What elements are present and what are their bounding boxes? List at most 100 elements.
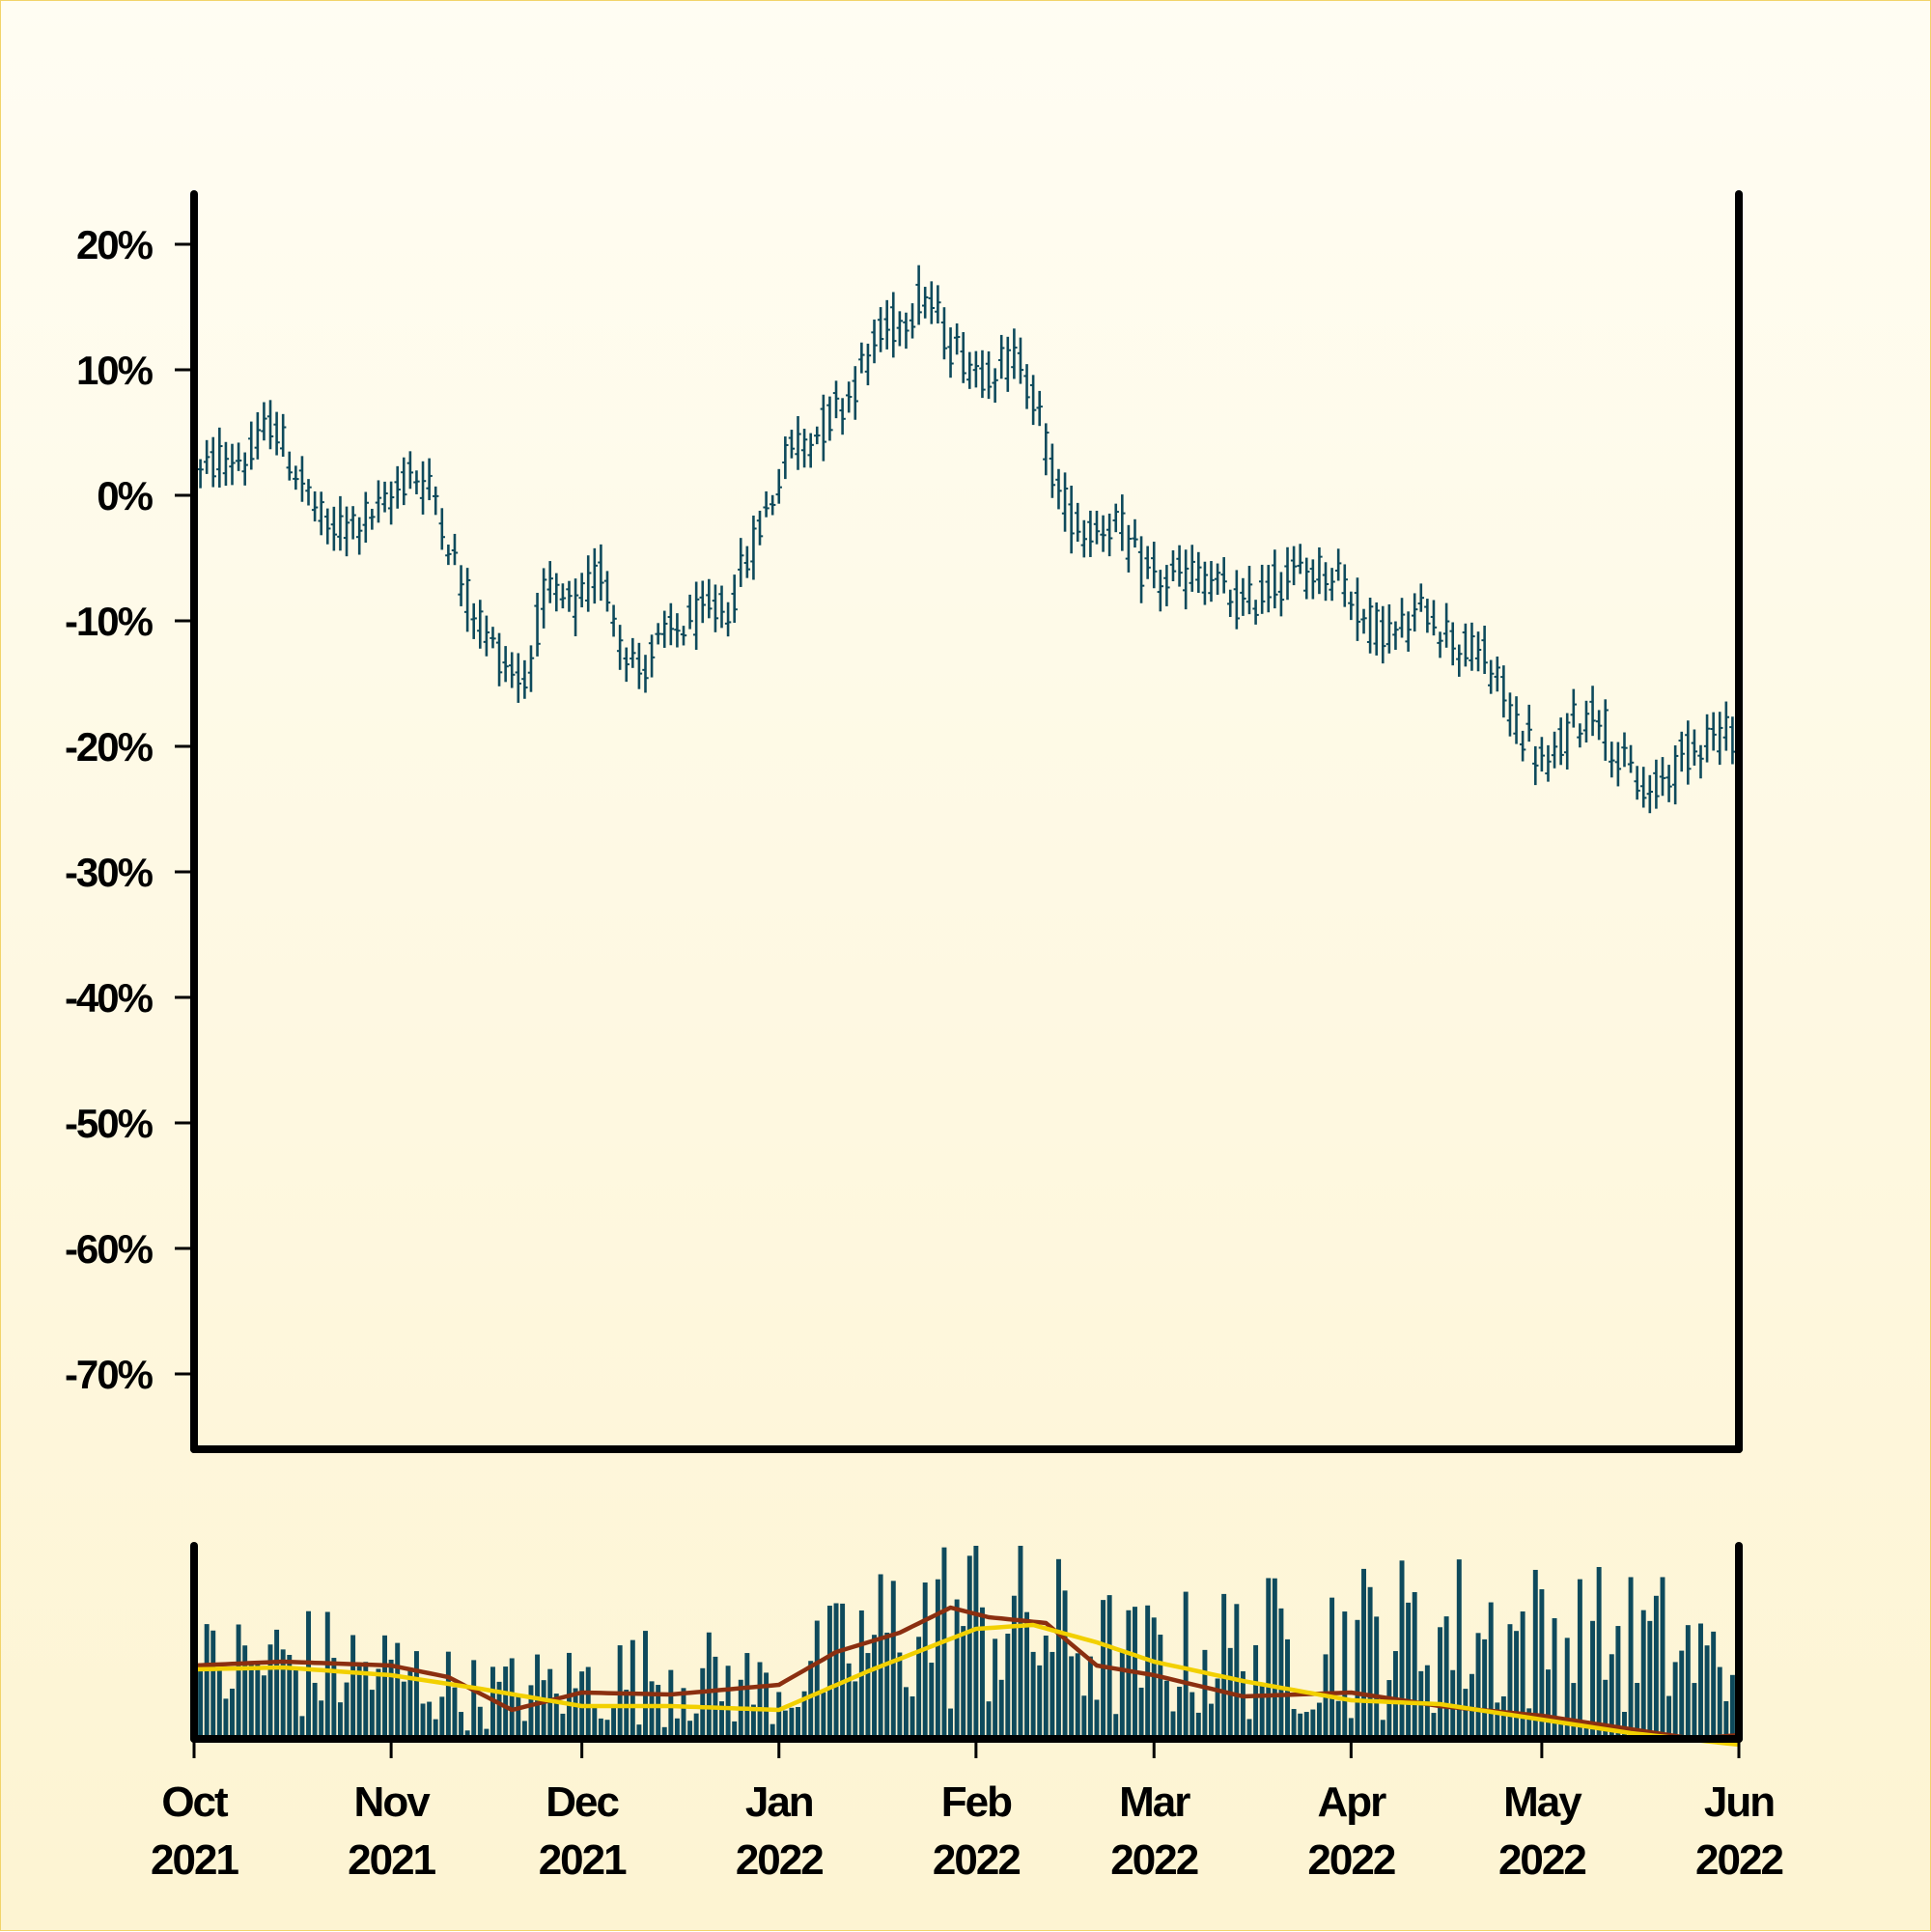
volume-bar [776,1692,782,1739]
volume-bar [427,1701,433,1739]
volume-bar [1653,1595,1659,1739]
volume-bar [1539,1589,1545,1739]
ohlc-bar [1430,600,1438,636]
ohlc-bar [1621,732,1628,768]
volume-bar [1704,1645,1710,1739]
ohlc-bar [832,380,840,419]
volume-bar [1615,1626,1621,1739]
ohlc-bar [1157,570,1164,612]
ohlc-bar [197,459,204,489]
volume-bar [267,1644,273,1739]
ohlc-bar [241,452,248,486]
volume-bar [337,1702,343,1739]
ohlc-bar [858,342,865,374]
volume-bar [808,1661,814,1739]
volume-bar [477,1706,483,1739]
ohlc-bar [1144,546,1151,579]
ohlc-bar [1449,622,1456,666]
ohlc-bar [877,307,884,352]
volume-bar [1495,1702,1500,1739]
volume-bar [966,1555,972,1739]
volume-bar [592,1705,598,1739]
ohlc-bar [1334,548,1342,581]
ohlc-bar [909,303,916,339]
volume-bar [1514,1631,1520,1739]
volume-bar [1456,1559,1462,1739]
volume-bar [878,1574,883,1739]
ohlc-bar [1189,545,1195,592]
volume-bar [210,1630,216,1739]
volume-bar [846,1663,852,1739]
volume-bar [1628,1577,1634,1739]
ohlc-bar [1049,443,1056,498]
ohlc-bar [1411,593,1418,632]
volume-panel [191,1546,1742,1748]
ohlc-bar [731,574,738,623]
ohlc-bar [311,490,319,522]
volume-bar [1558,1721,1564,1739]
ohlc-bar [1437,631,1443,658]
ohlc-bar [1653,759,1660,809]
volume-bar [796,1706,800,1739]
ohlc-bar [1195,551,1202,594]
ohlc-bar [839,398,846,435]
volume-bar [1177,1686,1183,1739]
volume-bar [750,1704,756,1739]
volume-bar [757,1662,763,1739]
ohlc-bar [1685,720,1692,785]
ohlc-bar [553,573,560,612]
volume-bar [1443,1616,1449,1739]
volume-bar [1291,1709,1297,1739]
volume-bar [1316,1702,1322,1739]
volume-bar [1666,1695,1672,1739]
volume-bar [585,1666,591,1739]
ohlc-bar [1506,692,1514,737]
volume-bar [299,1716,305,1739]
ohlc-bar [1646,774,1654,814]
volume-bar [1119,1650,1125,1739]
ohlc-bar [712,584,719,632]
ohlc-bar [686,594,693,630]
volume-bar [1272,1578,1277,1739]
volume-bar [636,1724,642,1739]
ohlc-bar [680,626,687,646]
ohlc-bar [540,568,547,629]
ohlc-bar [381,481,388,513]
volume-ma-long-line [193,1622,1740,1748]
ohlc-bar [1640,767,1647,808]
ohlc-bar [355,517,363,555]
ohlc-bar [1405,611,1412,652]
y-tick-label: 0% [97,473,153,518]
x-tick-label-year: 2022 [1307,1836,1394,1884]
volume-bar [1094,1699,1100,1739]
ohlc-bar [1055,468,1062,510]
ohlc-bar [451,533,459,566]
y-tick-label: -10% [65,599,154,644]
volume-bar [363,1662,369,1739]
ohlc-bar [1462,623,1469,667]
ohlc-bar [406,451,414,490]
ohlc-bar [972,350,980,388]
ohlc-bar [674,613,681,648]
volume-bar [770,1723,775,1739]
volume-bar [413,1651,419,1739]
volume-bar [376,1668,381,1739]
volume-bar [1081,1695,1087,1739]
volume-bar [459,1712,464,1739]
volume-bar [1717,1666,1722,1739]
volume-bar [681,1688,686,1739]
volume-bar [1672,1662,1678,1739]
ohlc-bar [610,604,617,637]
volume-bar [954,1599,960,1739]
ohlc-bar [718,585,725,629]
ohlc-bar [566,580,573,612]
ohlc-bar [502,646,509,683]
ohlc-bar [1614,742,1622,787]
ohlc-bar [559,583,567,609]
volume-bar [509,1658,515,1739]
ohlc-bar [1474,631,1482,672]
ohlc-bar [318,491,324,536]
ohlc-bar [546,561,553,603]
ohlc-bar [324,508,331,545]
volume-bar [700,1667,706,1739]
